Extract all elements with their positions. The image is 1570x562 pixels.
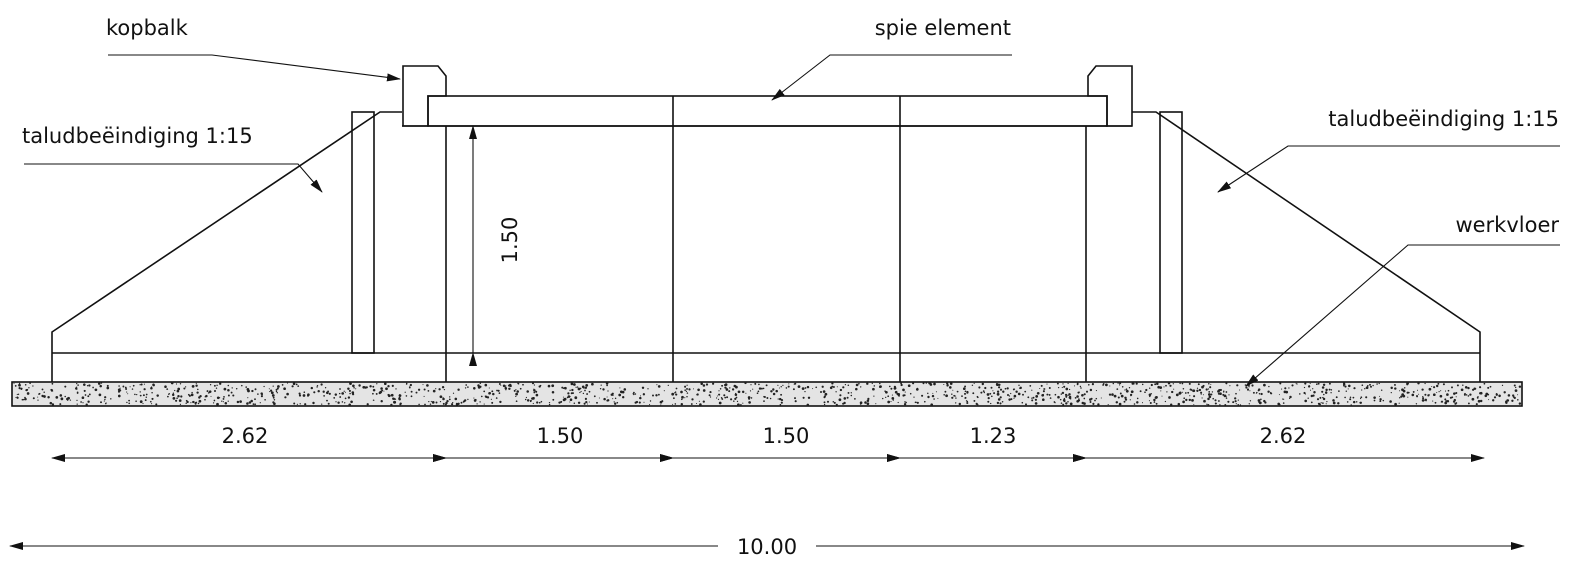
structure-outline <box>51 96 1481 382</box>
total-dimension-text: 10.00 <box>737 535 797 559</box>
segment-dim-2: 1.50 <box>537 424 584 448</box>
height-dimension-text: 1.50 <box>498 217 522 264</box>
kopbalk-right <box>1087 65 1133 127</box>
label-talud-right: taludbeëindiging 1:15 <box>1328 107 1559 131</box>
label-spie-element: spie element <box>875 16 1011 40</box>
label-werkvloer: werkvloer <box>1455 213 1559 237</box>
segment-dim-4: 1.23 <box>970 424 1017 448</box>
kopbalk-left <box>402 65 447 127</box>
label-talud-left: taludbeëindiging 1:15 <box>22 124 253 148</box>
label-kopbalk: kopbalk <box>106 16 189 40</box>
werkvloer-ground <box>11 381 1523 407</box>
leader-lines <box>24 54 1560 387</box>
segment-dim-3: 1.50 <box>763 424 810 448</box>
ground-texture <box>13 381 1522 407</box>
segment-dim-5: 2.62 <box>1260 424 1307 448</box>
spie-element <box>402 95 1132 127</box>
segment-dim-1: 2.62 <box>222 424 269 448</box>
